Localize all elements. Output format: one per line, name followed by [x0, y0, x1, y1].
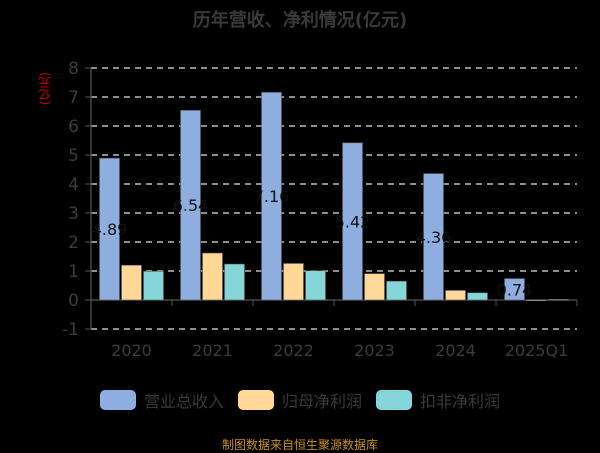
- data-label: 4.36: [416, 228, 452, 247]
- bar-营业总收入: [504, 278, 525, 301]
- bar-扣非净利润: [305, 270, 326, 301]
- y-tick-label: 7: [68, 88, 79, 108]
- y-tick-label: 3: [68, 204, 79, 224]
- x-tick-label: 2021: [192, 341, 233, 360]
- bar-营业总收入: [180, 110, 201, 301]
- bar-chart: -1 0 1 2 3 4 5 6 7 8 4.89 2020 6.54 2021 7.16 2022 5.42 2…: [62, 59, 578, 360]
- x-tick-label: 2024: [435, 341, 476, 360]
- bar-归母净利润: [364, 273, 385, 301]
- bar-营业总收入: [99, 157, 120, 301]
- data-label: 0.74: [497, 280, 533, 299]
- legend-swatch: [237, 390, 274, 410]
- x-tick-label: 2025Q1: [505, 341, 569, 360]
- bar-营业总收入: [342, 142, 363, 301]
- legend-label: 营业总收入: [143, 392, 224, 411]
- y-tick-label: 6: [68, 117, 79, 137]
- data-label: 4.89: [92, 220, 128, 239]
- data-label: 7.16: [254, 187, 290, 206]
- bar-归母净利润: [445, 290, 466, 301]
- bar-扣非净利润: [143, 270, 164, 301]
- bar-归母净利润: [121, 264, 142, 301]
- x-tick-label: 2023: [354, 341, 395, 360]
- source-note: 制图数据来自恒生聚源数据库: [221, 438, 378, 452]
- legend: 营业总收入 归母净利润 扣非净利润: [0, 388, 600, 412]
- legend-label: 归母净利润: [281, 392, 362, 411]
- x-tick-label: 2020: [111, 341, 152, 360]
- y-tick-label: 0: [68, 291, 79, 311]
- legend-label: 扣非净利润: [420, 392, 501, 411]
- y-tick-label: 4: [68, 175, 79, 195]
- bar-扣非净利润: [548, 299, 569, 301]
- legend-swatch: [376, 390, 412, 410]
- legend-item[interactable]: 归母净利润: [237, 388, 362, 412]
- bar-扣非净利润: [224, 263, 245, 301]
- chart-title: 历年营收、净利情况(亿元): [192, 10, 408, 31]
- y-tick-label: 2: [68, 233, 79, 253]
- y-tick-label: -1: [62, 320, 79, 340]
- y-tick-label: 1: [68, 262, 79, 282]
- legend-item[interactable]: 营业总收入: [99, 388, 224, 412]
- bar-扣非净利润: [386, 280, 407, 301]
- y-tick-label: 5: [68, 146, 79, 166]
- x-tick-label: 2022: [273, 341, 314, 360]
- bar-营业总收入: [261, 92, 282, 301]
- legend-swatch: [99, 390, 136, 410]
- bar-归母净利润: [526, 299, 547, 302]
- data-label: 6.54: [173, 196, 209, 215]
- data-label: 5.42: [335, 212, 371, 231]
- legend-item[interactable]: 扣非净利润: [376, 388, 500, 412]
- bar-归母净利润: [202, 252, 223, 301]
- bar-归母净利润: [283, 263, 304, 301]
- y-tick-label: 8: [68, 59, 79, 79]
- bar-扣非净利润: [467, 292, 488, 301]
- bar-营业总收入: [423, 173, 444, 301]
